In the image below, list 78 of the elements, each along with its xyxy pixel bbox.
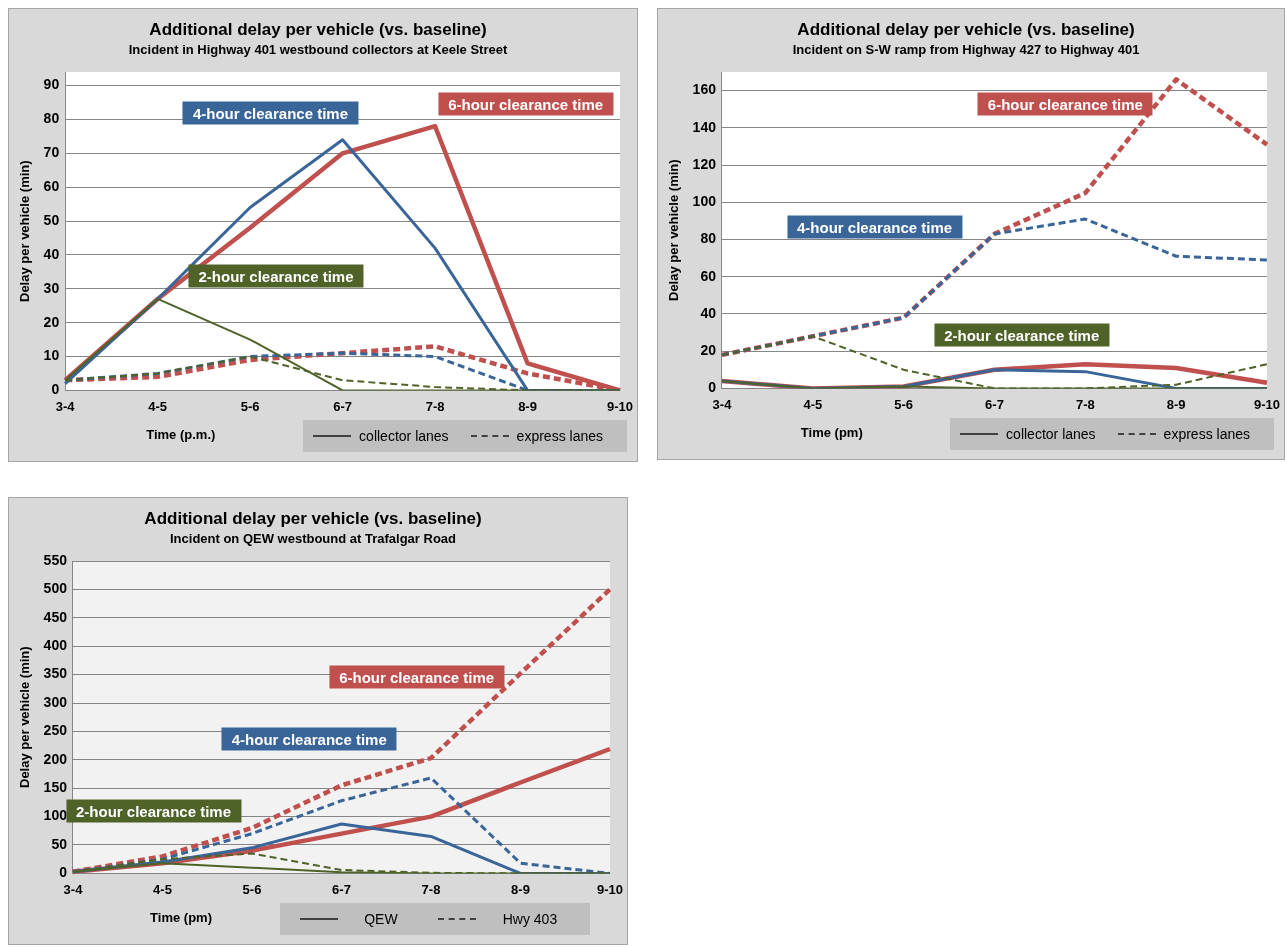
- y-tick-label: 10: [43, 347, 60, 364]
- x-tick-label: 5-6: [894, 396, 914, 412]
- chart-title: Additional delay per vehicle (vs. baseline): [149, 19, 487, 39]
- y-tick-label: 120: [692, 155, 717, 172]
- y-axis-title: Delay per vehicle (min): [666, 159, 682, 302]
- chart-title: Additional delay per vehicle (vs. baseline): [144, 508, 482, 528]
- text: 4-hour clearance time: [221, 727, 397, 751]
- y-axis-title: Delay per vehicle (min): [17, 646, 33, 789]
- chart-title: Additional delay per vehicle (vs. baseline): [797, 19, 1135, 39]
- x-tick-label: 8-9: [511, 881, 530, 897]
- x-tick-label: 7-8: [1075, 396, 1095, 412]
- x-axis-title: Time (p.m.): [146, 427, 216, 442]
- y-tick-label: 90: [43, 76, 60, 93]
- y-tick-label: 0: [51, 381, 60, 398]
- x-tick-label: 4-5: [153, 881, 172, 897]
- y-tick-label: 0: [708, 379, 717, 396]
- text: 6-hour clearance time: [977, 92, 1153, 116]
- y-tick-label: 200: [43, 750, 68, 767]
- text: 4-hour clearance time: [787, 215, 963, 239]
- x-tick-label: 6-7: [332, 881, 351, 897]
- y-tick-label: 40: [700, 304, 717, 321]
- text: 2-hour clearance time: [934, 323, 1110, 347]
- x-tick-label: 9-10: [606, 398, 634, 414]
- x-tick-label: 7-8: [421, 881, 441, 897]
- series-label: 4-hour clearance time: [182, 101, 358, 125]
- lane-key: collector lanes express lanes: [303, 420, 627, 452]
- y-tick-label: 60: [700, 267, 717, 284]
- lane-key: QEW Hwy 403: [280, 903, 591, 935]
- chart-subtitle: Incident on QEW westbound at Trafalgar Road: [169, 530, 457, 546]
- y-tick-label: 100: [43, 807, 68, 824]
- chart-subtitle: Incident in Highway 401 westbound collectors at Keele Street: [128, 41, 508, 57]
- y-tick-label: 450: [43, 608, 68, 625]
- line-series: [719, 77, 1270, 358]
- y-tick-label: 50: [51, 835, 68, 852]
- y-tick-label: 70: [43, 144, 60, 161]
- y-tick-label: 140: [692, 118, 717, 135]
- x-axis-title: Time (pm): [150, 910, 212, 925]
- y-tick-label: 160: [692, 81, 717, 98]
- x-tick-label: 5-6: [242, 881, 262, 897]
- x-tick-label: 4-5: [148, 398, 168, 414]
- y-tick-label: 60: [43, 178, 60, 195]
- text: 6-hour clearance time: [329, 665, 505, 689]
- y-tick-label: 0: [59, 864, 68, 881]
- y-tick-label: 550: [43, 551, 68, 568]
- x-tick-label: 8-9: [1166, 396, 1186, 412]
- x-tick-label: 3-4: [55, 398, 76, 414]
- y-axis-title: Delay per vehicle (min): [17, 160, 33, 303]
- text: 2-hour clearance time: [65, 799, 242, 823]
- y-tick-label: 20: [43, 313, 60, 330]
- y-tick-label: 350: [43, 665, 68, 682]
- y-tick-label: 50: [43, 211, 60, 228]
- x-tick-label: 4-5: [803, 396, 823, 412]
- series-label: 6-hour clearance time: [438, 92, 614, 116]
- y-tick-label: 250: [43, 722, 68, 739]
- lane-key: collector lanes express lanes: [950, 418, 1274, 450]
- series-label: 2-hour clearance time: [188, 264, 364, 288]
- y-tick-label: 300: [43, 693, 68, 710]
- y-tick-label: 500: [43, 580, 68, 597]
- x-tick-label: 9-10: [596, 881, 624, 897]
- x-tick-label: 7-8: [425, 398, 445, 414]
- y-tick-label: 30: [43, 279, 60, 296]
- x-axis-title: Time (pm): [800, 425, 863, 440]
- x-tick-label: 3-4: [712, 396, 733, 412]
- x-tick-label: 9-10: [1253, 396, 1281, 412]
- y-tick-label: 20: [700, 342, 717, 359]
- x-tick-label: 5-6: [240, 398, 260, 414]
- y-tick-label: 100: [692, 193, 717, 210]
- y-tick-label: 150: [43, 779, 68, 796]
- x-tick-label: 8-9: [518, 398, 537, 414]
- line-series: [720, 217, 1269, 357]
- x-tick-label: 6-7: [333, 398, 352, 414]
- y-tick-label: 80: [700, 230, 717, 247]
- y-tick-label: 40: [43, 245, 60, 262]
- x-tick-label: 3-4: [63, 881, 84, 897]
- x-tick-label: 6-7: [985, 396, 1004, 412]
- y-tick-label: 80: [43, 110, 60, 127]
- y-tick-label: 400: [43, 637, 68, 654]
- chart-subtitle: Incident on S-W ramp from Highway 427 to Highway 401: [792, 41, 1140, 57]
